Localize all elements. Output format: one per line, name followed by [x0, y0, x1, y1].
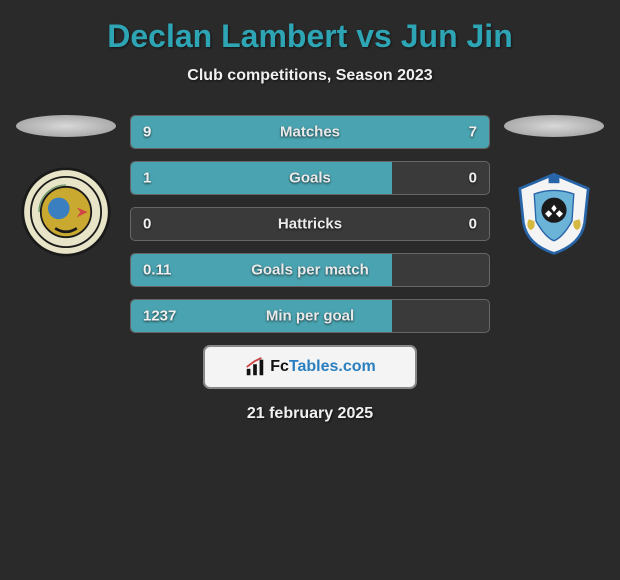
comparison-infographic: Declan Lambert vs Jun Jin Club competiti…	[0, 0, 620, 433]
branding-text: FcTables.com	[270, 358, 376, 376]
fctables-branding: FcTables.com	[203, 345, 417, 389]
value-left: 9	[143, 124, 151, 141]
stats-column: 9 Matches 7 1 Goals 0 0 Hattricks 0 0.11 Goals per…	[130, 115, 490, 423]
value-left: 0.11	[143, 262, 171, 279]
stat-label: Min per goal	[266, 308, 354, 325]
crest-icon	[21, 167, 111, 257]
team-logo-right	[509, 167, 599, 257]
value-right: 0	[469, 170, 477, 187]
player-silhouette-right	[504, 115, 604, 137]
stat-row: 0 Hattricks 0	[130, 207, 490, 241]
stat-label: Goals per match	[251, 262, 369, 279]
page-title: Declan Lambert vs Jun Jin	[0, 18, 620, 55]
crest-icon	[509, 167, 599, 257]
value-right: 7	[469, 124, 477, 141]
stat-label: Goals	[289, 170, 331, 187]
value-left: 0	[143, 216, 151, 233]
bar-left	[131, 162, 392, 194]
stat-row: 0.11 Goals per match	[130, 253, 490, 287]
player-silhouette-left	[16, 115, 116, 137]
bar-right	[331, 116, 489, 148]
subtitle: Club competitions, Season 2023	[0, 67, 620, 85]
chart-icon	[244, 356, 266, 378]
stat-label: Matches	[280, 124, 340, 141]
date-label: 21 february 2025	[130, 405, 490, 423]
right-column	[504, 115, 604, 257]
value-left: 1237	[143, 308, 176, 325]
team-logo-left	[21, 167, 111, 257]
content-row: 9 Matches 7 1 Goals 0 0 Hattricks 0 0.11 Goals per…	[0, 115, 620, 423]
value-right: 0	[469, 216, 477, 233]
stat-row: 1237 Min per goal	[130, 299, 490, 333]
stat-label: Hattricks	[278, 216, 342, 233]
stat-row: 1 Goals 0	[130, 161, 490, 195]
stat-row: 9 Matches 7	[130, 115, 490, 149]
left-column	[16, 115, 116, 257]
value-left: 1	[143, 170, 151, 187]
